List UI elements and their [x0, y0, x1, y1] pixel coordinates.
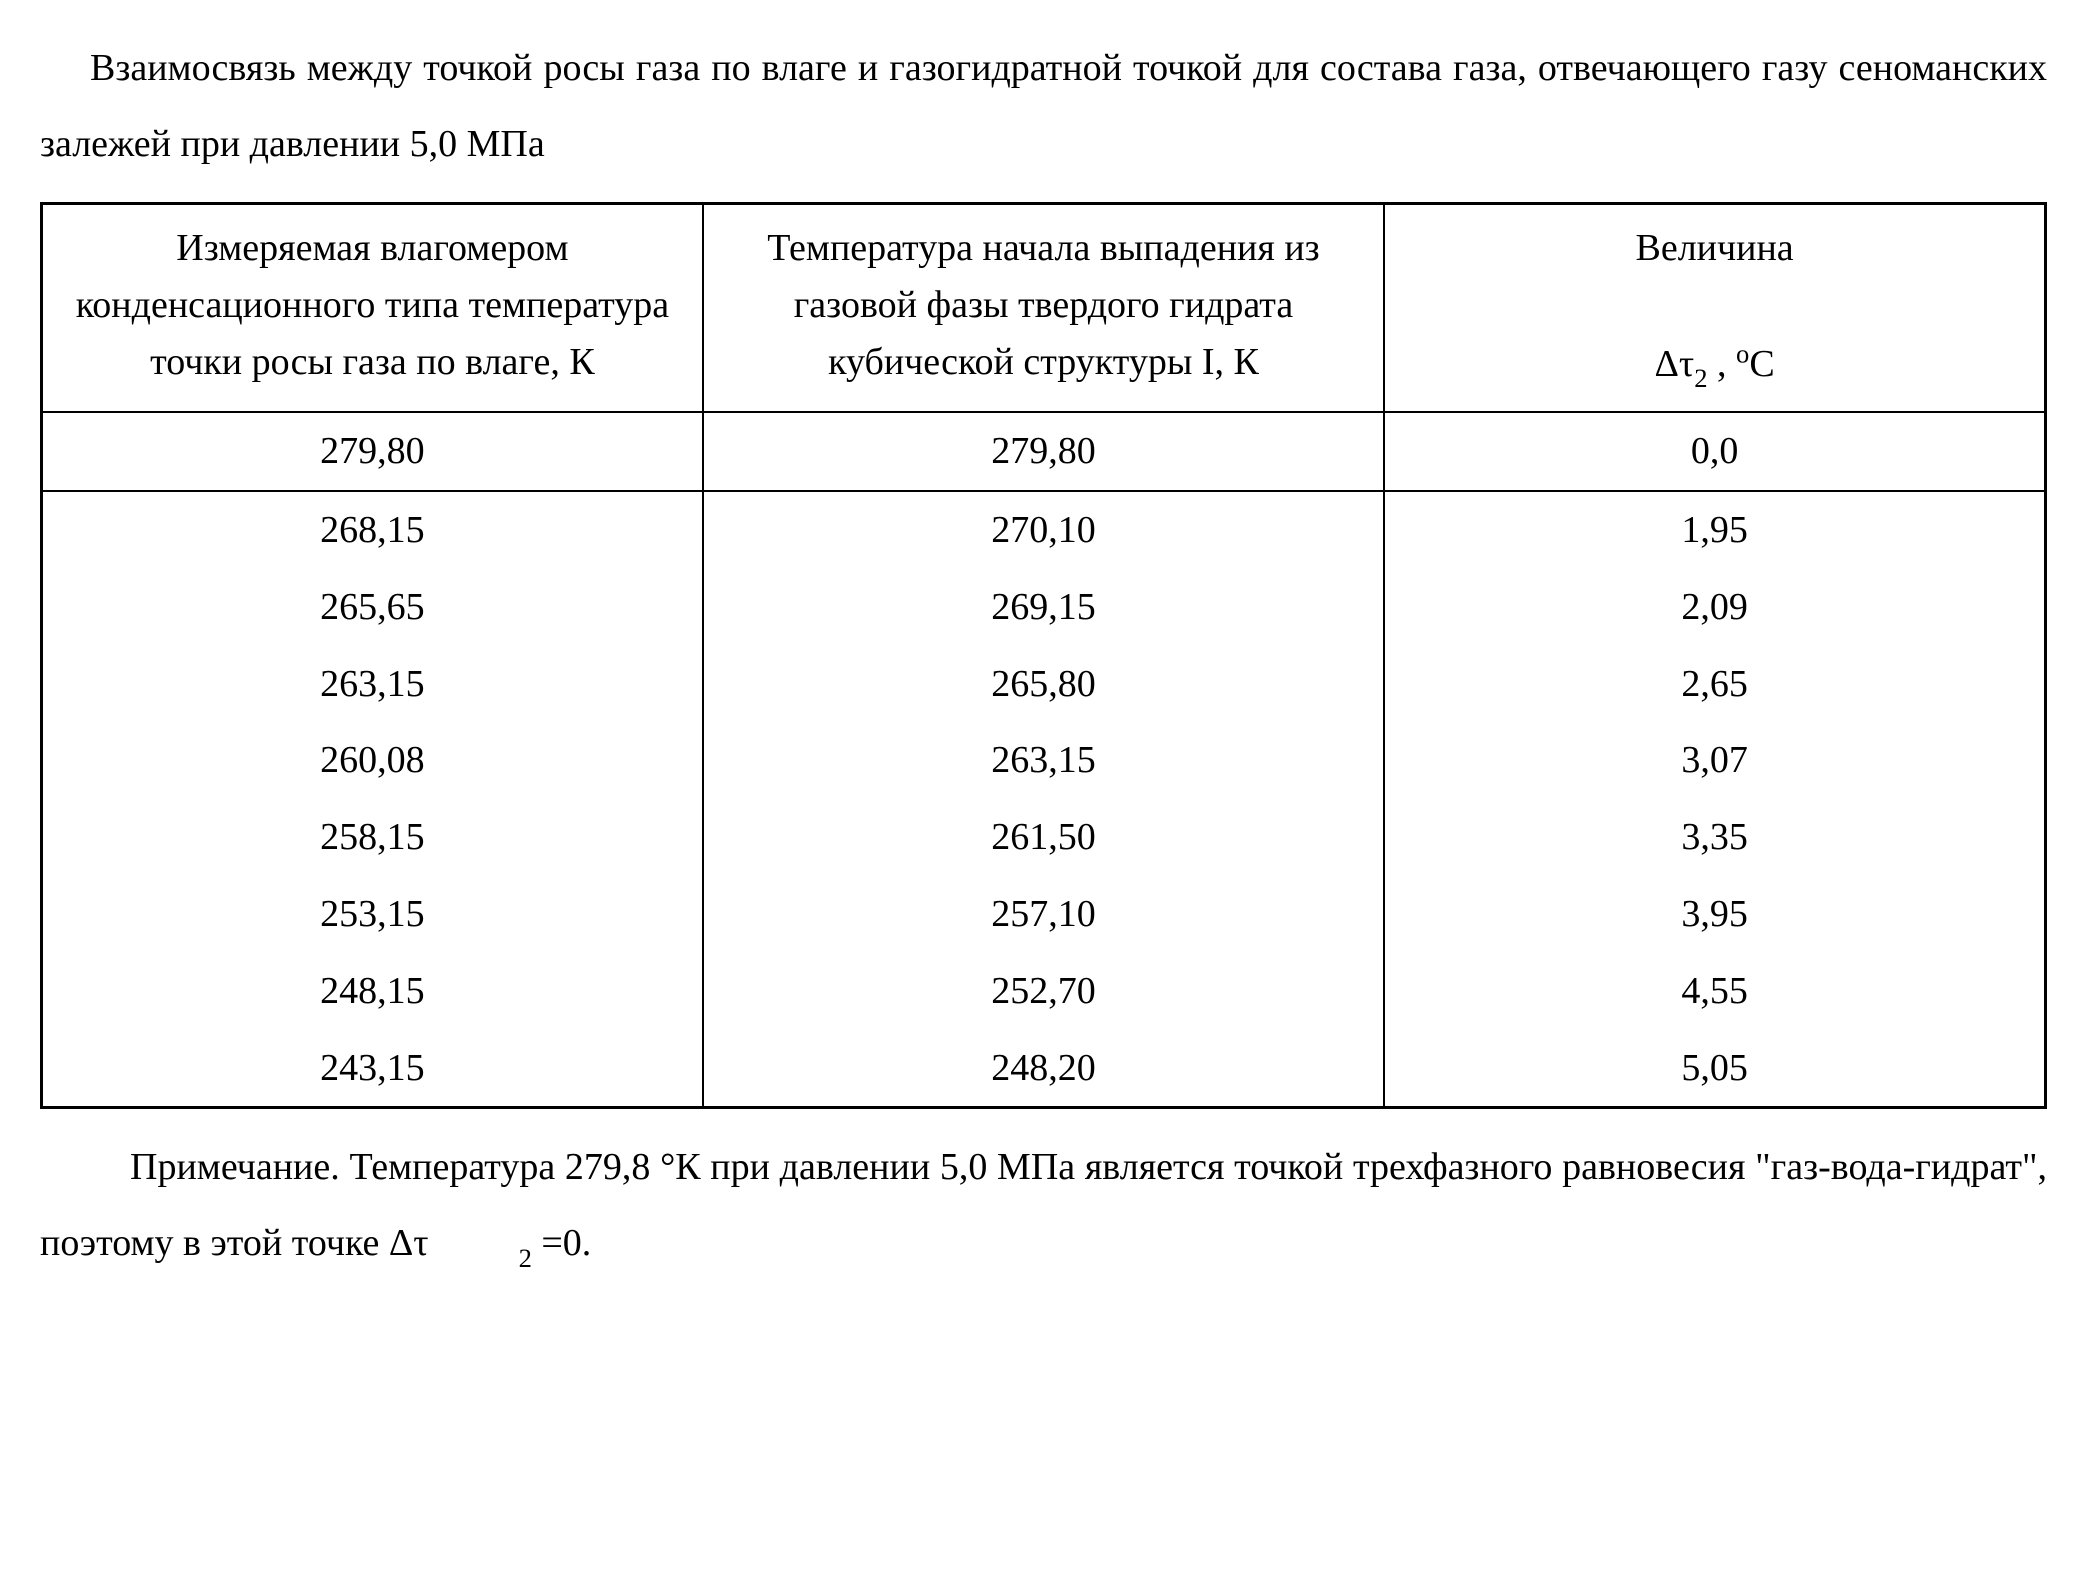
table-cell: 261,50: [703, 799, 1384, 876]
table-row: 279,80 279,80 0,0: [42, 412, 2046, 491]
table-row: 243,15 248,20 5,05: [42, 1030, 2046, 1108]
table-cell: 3,95: [1384, 876, 2045, 953]
document-title: Взаимосвязь между точкой росы газа по вл…: [40, 30, 2047, 182]
header-col-3-prefix: Величина: [1636, 227, 1794, 269]
table-row: 263,15 265,80 2,65: [42, 646, 2046, 723]
note-formula-right: =0.: [532, 1222, 591, 1264]
note-formula: Δτ2 =0.: [389, 1222, 591, 1264]
table-row: 265,65 269,15 2,09: [42, 569, 2046, 646]
table-cell: 263,15: [42, 646, 703, 723]
table-cell: 263,15: [703, 722, 1384, 799]
header-col-3-formula: Δτ2 , oC: [1655, 343, 1775, 385]
header-col-2: Температура начала выпадения из газовой …: [703, 204, 1384, 413]
table-cell: 257,10: [703, 876, 1384, 953]
table-cell: 260,08: [42, 722, 703, 799]
formula-unit-c: C: [1749, 343, 1774, 385]
table-cell: 4,55: [1384, 953, 2045, 1030]
note-formula-sub: 2: [429, 1232, 532, 1285]
formula-sub-2: 2: [1694, 359, 1707, 399]
header-col-1: Измеряемая влагомером конденсационного т…: [42, 204, 703, 413]
table-cell: 5,05: [1384, 1030, 2045, 1108]
document-note: Примечание. Температура 279,8 °К при дав…: [40, 1129, 2047, 1282]
table-cell: 248,15: [42, 953, 703, 1030]
table-cell: 0,0: [1384, 412, 2045, 491]
header-col-3: Величина Δτ2 , oC: [1384, 204, 2045, 413]
table-row: 268,15 270,10 1,95: [42, 491, 2046, 569]
table-cell: 3,35: [1384, 799, 2045, 876]
table-cell: 268,15: [42, 491, 703, 569]
formula-separator: ,: [1708, 343, 1737, 385]
table-cell: 265,80: [703, 646, 1384, 723]
table-cell: 265,65: [42, 569, 703, 646]
table-row: 258,15 261,50 3,35: [42, 799, 2046, 876]
table-cell: 279,80: [42, 412, 703, 491]
table-row: 248,15 252,70 4,55: [42, 953, 2046, 1030]
table-cell: 3,07: [1384, 722, 2045, 799]
table-cell: 248,20: [703, 1030, 1384, 1108]
table-cell: 270,10: [703, 491, 1384, 569]
table-header-row: Измеряемая влагомером конденсационного т…: [42, 204, 2046, 413]
table-cell: 1,95: [1384, 491, 2045, 569]
table-row: 260,08 263,15 3,07: [42, 722, 2046, 799]
data-table: Измеряемая влагомером конденсационного т…: [40, 202, 2047, 1109]
table-cell: 269,15: [703, 569, 1384, 646]
table-cell: 2,65: [1384, 646, 2045, 723]
table-cell: 253,15: [42, 876, 703, 953]
note-formula-delta-tau: Δτ: [389, 1222, 429, 1264]
table-row: 253,15 257,10 3,95: [42, 876, 2046, 953]
table-cell: 243,15: [42, 1030, 703, 1108]
formula-degree: o: [1736, 338, 1749, 368]
table-cell: 258,15: [42, 799, 703, 876]
table-cell: 252,70: [703, 953, 1384, 1030]
note-text: Примечание. Температура 279,8 °К при дав…: [40, 1146, 2047, 1264]
table-cell: 279,80: [703, 412, 1384, 491]
table-cell: 2,09: [1384, 569, 2045, 646]
formula-delta-tau: Δτ: [1655, 343, 1695, 385]
